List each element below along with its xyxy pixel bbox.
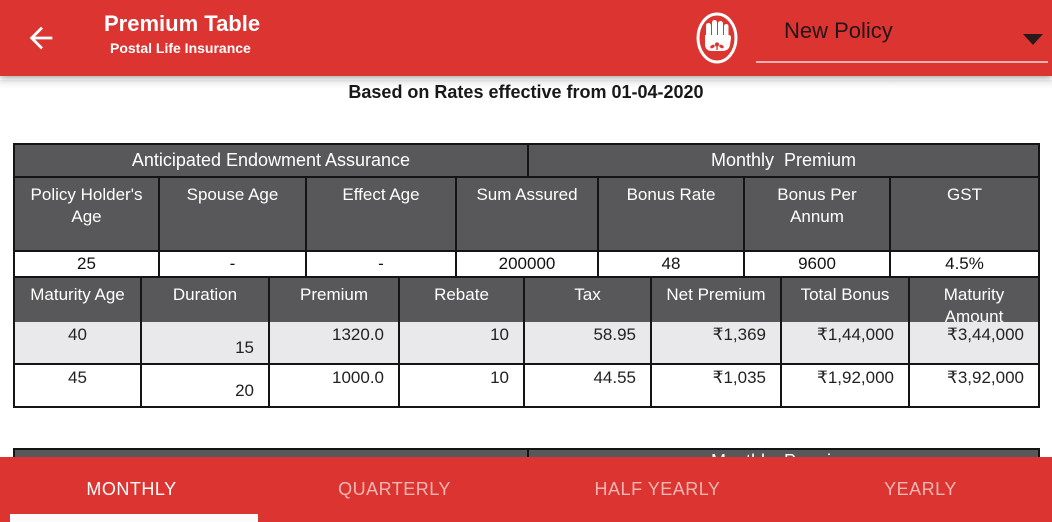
tab-half-yearly[interactable]: HALF YEARLY xyxy=(594,479,721,499)
dropdown-caret-icon xyxy=(1023,34,1043,45)
table-row[interactable]: 40 15 1320.0 10 58.95 ₹1,369 ₹1,44,000 ₹… xyxy=(15,322,1038,363)
header-cell-effect-age: Effect Age xyxy=(307,178,455,250)
detail-header-row: Maturity Age Duration Premium Rebate Tax… xyxy=(15,278,1038,329)
page-subtitle: Postal Life Insurance xyxy=(110,40,251,57)
value-cell-effect-age: - xyxy=(307,252,455,276)
header-cell-spouse-age: Spouse Age xyxy=(160,178,305,250)
data-cell-rebate: 10 xyxy=(400,365,523,406)
tab-yearly[interactable]: YEARLY xyxy=(884,479,957,499)
data-cell-maturity-amount: ₹3,44,000 xyxy=(910,322,1038,363)
info-header-row: Policy Holder's Age Spouse Age Effect Ag… xyxy=(15,178,1038,250)
value-cell-spouse-age: - xyxy=(160,252,305,276)
premium-table: Anticipated Endowment Assurance Monthly … xyxy=(13,143,1040,408)
data-cell-tax: 44.55 xyxy=(525,365,650,406)
group-header-row: Anticipated Endowment Assurance Monthly … xyxy=(15,145,1038,176)
info-value-row: 25 - - 200000 48 9600 4.5% xyxy=(15,252,1038,276)
back-button[interactable] xyxy=(24,21,58,55)
value-cell-policy-holders-age: 25 xyxy=(15,252,158,276)
value-cell-bonus-rate: 48 xyxy=(599,252,743,276)
header-cell-premium: Premium xyxy=(270,278,398,329)
header-cell-bonus-per-annum: Bonus Per Annum xyxy=(745,178,889,250)
data-cell-premium: 1000.0 xyxy=(270,365,398,406)
tab-quarterly[interactable]: QUARTERLY xyxy=(338,479,451,499)
data-cell-duration: 15 xyxy=(142,322,268,363)
table-row[interactable]: 45 20 1000.0 10 44.55 ₹1,035 ₹1,92,000 ₹… xyxy=(15,365,1038,406)
header-cell-gst: GST xyxy=(891,178,1038,250)
header-cell-maturity-amount: Maturity Amount xyxy=(910,278,1038,329)
page-title: Premium Table xyxy=(104,11,261,36)
group-header-anticipated-endowment: Anticipated Endowment Assurance xyxy=(15,145,527,176)
data-cell-maturity-age: 45 xyxy=(15,365,140,406)
header-cell-tax: Tax xyxy=(525,278,650,329)
header-cell-bonus-rate: Bonus Rate xyxy=(599,178,743,250)
data-cell-net-premium: ₹1,035 xyxy=(652,365,780,406)
data-cell-net-premium: ₹1,369 xyxy=(652,322,780,363)
pli-hand-logo-icon xyxy=(695,11,739,65)
value-cell-bonus-per-annum: 9600 xyxy=(745,252,889,276)
header-cell-maturity-age: Maturity Age xyxy=(15,278,140,329)
data-cell-rebate: 10 xyxy=(400,322,523,363)
policy-selector[interactable]: New Policy xyxy=(756,8,1048,68)
title-block: Premium Table Postal Life Insurance xyxy=(104,11,260,56)
policy-selector-underline xyxy=(756,61,1048,63)
data-cell-maturity-age: 40 xyxy=(15,322,140,363)
data-cell-total-bonus: ₹1,44,000 xyxy=(782,322,908,363)
rates-banner: Based on Rates effective from 01-04-2020 xyxy=(0,80,1052,109)
header-cell-total-bonus: Total Bonus xyxy=(782,278,908,329)
data-cell-premium: 1320.0 xyxy=(270,322,398,363)
header-cell-net-premium: Net Premium xyxy=(652,278,780,329)
header-cell-duration: Duration xyxy=(142,278,268,329)
data-cell-total-bonus: ₹1,92,000 xyxy=(782,365,908,406)
header-cell-policy-holders-age: Policy Holder's Age xyxy=(15,178,158,250)
value-cell-gst: 4.5% xyxy=(891,252,1038,276)
group-header-monthly-premium: Monthly Premium xyxy=(529,145,1038,176)
back-arrow-icon xyxy=(24,26,58,59)
header-cell-rebate: Rebate xyxy=(400,278,523,329)
tab-bar: MONTHLY QUARTERLY HALF YEARLY YEARLY xyxy=(0,457,1052,522)
active-tab-indicator xyxy=(10,514,258,522)
policy-selector-value: New Policy xyxy=(784,18,893,43)
header-cell-sum-assured: Sum Assured xyxy=(457,178,597,250)
tab-monthly[interactable]: MONTHLY xyxy=(86,479,177,499)
value-cell-sum-assured: 200000 xyxy=(457,252,597,276)
data-cell-tax: 58.95 xyxy=(525,322,650,363)
data-cell-duration: 20 xyxy=(142,365,268,406)
app-bar: Premium Table Postal Life Insurance xyxy=(0,0,1052,76)
data-cell-maturity-amount: ₹3,92,000 xyxy=(910,365,1038,406)
